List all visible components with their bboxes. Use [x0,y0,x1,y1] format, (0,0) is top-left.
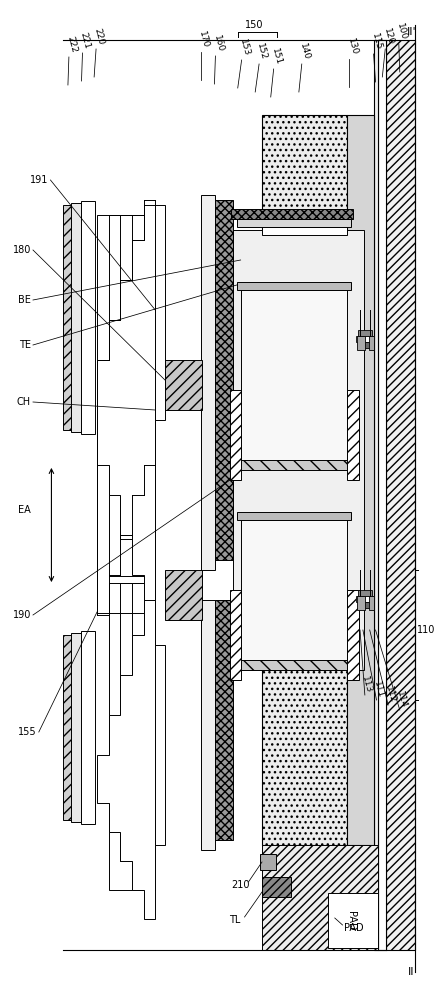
Polygon shape [97,205,155,615]
Text: 160: 160 [212,35,225,53]
Text: 221: 221 [79,32,92,50]
Polygon shape [262,845,378,950]
Text: PAD: PAD [344,923,364,933]
Polygon shape [358,330,371,336]
Polygon shape [357,336,365,350]
Polygon shape [369,336,374,350]
Text: 120: 120 [382,28,395,46]
Text: BE: BE [18,295,31,305]
Text: CH: CH [17,397,31,407]
Polygon shape [328,893,378,948]
Text: II: II [408,967,415,977]
Text: PAD: PAD [346,911,356,931]
Polygon shape [262,877,291,897]
Polygon shape [0,0,424,1000]
Polygon shape [63,205,71,430]
Text: EA: EA [18,505,31,515]
Text: 111: 111 [372,681,385,699]
Text: 115: 115 [370,33,383,51]
Text: II': II' [406,27,416,37]
Polygon shape [215,600,233,840]
Polygon shape [347,115,374,845]
Text: 114: 114 [395,691,408,709]
Polygon shape [374,40,378,950]
Polygon shape [165,570,202,620]
Text: 170: 170 [197,31,210,49]
Text: 140: 140 [298,43,311,61]
Text: 151: 151 [270,48,283,66]
Polygon shape [262,115,347,845]
Polygon shape [358,342,371,348]
Polygon shape [241,290,347,460]
Polygon shape [358,590,371,596]
Polygon shape [262,227,347,235]
Polygon shape [237,282,351,290]
Text: 113: 113 [360,676,373,694]
Polygon shape [201,600,215,850]
Polygon shape [358,602,371,608]
Polygon shape [237,512,351,520]
Polygon shape [237,219,351,227]
Polygon shape [231,209,353,219]
Text: 210: 210 [232,880,250,890]
Polygon shape [230,390,241,480]
Polygon shape [155,205,165,420]
Text: 220: 220 [93,28,105,46]
Polygon shape [378,40,386,950]
Polygon shape [97,210,155,610]
Polygon shape [241,460,347,470]
Polygon shape [71,633,80,822]
Polygon shape [241,520,347,660]
Polygon shape [80,631,95,824]
Text: 110: 110 [417,625,436,635]
Text: TL: TL [229,915,241,925]
Text: TE: TE [19,340,31,350]
Polygon shape [357,596,365,610]
Polygon shape [71,203,80,432]
Polygon shape [155,645,165,845]
Text: 152: 152 [256,43,269,61]
Polygon shape [63,635,71,820]
Polygon shape [230,590,241,680]
Polygon shape [241,660,347,670]
Polygon shape [347,390,359,480]
Polygon shape [347,590,359,680]
Text: 222: 222 [65,36,78,54]
Text: 153: 153 [238,39,251,57]
Polygon shape [369,596,374,610]
Text: 112: 112 [384,686,397,704]
Polygon shape [356,336,374,342]
Polygon shape [215,200,233,560]
Polygon shape [80,201,95,434]
Polygon shape [260,854,276,870]
Text: 190: 190 [13,610,31,620]
Polygon shape [201,195,215,570]
Polygon shape [356,596,374,602]
Polygon shape [386,40,415,950]
Text: 100: 100 [395,23,408,41]
Text: 191: 191 [30,175,49,185]
Polygon shape [97,620,155,890]
Text: 155: 155 [18,727,37,737]
Polygon shape [97,600,155,919]
Polygon shape [233,230,364,670]
Text: 180: 180 [13,245,31,255]
Text: 150: 150 [245,20,264,30]
Text: 130: 130 [346,38,359,56]
Polygon shape [165,360,202,410]
